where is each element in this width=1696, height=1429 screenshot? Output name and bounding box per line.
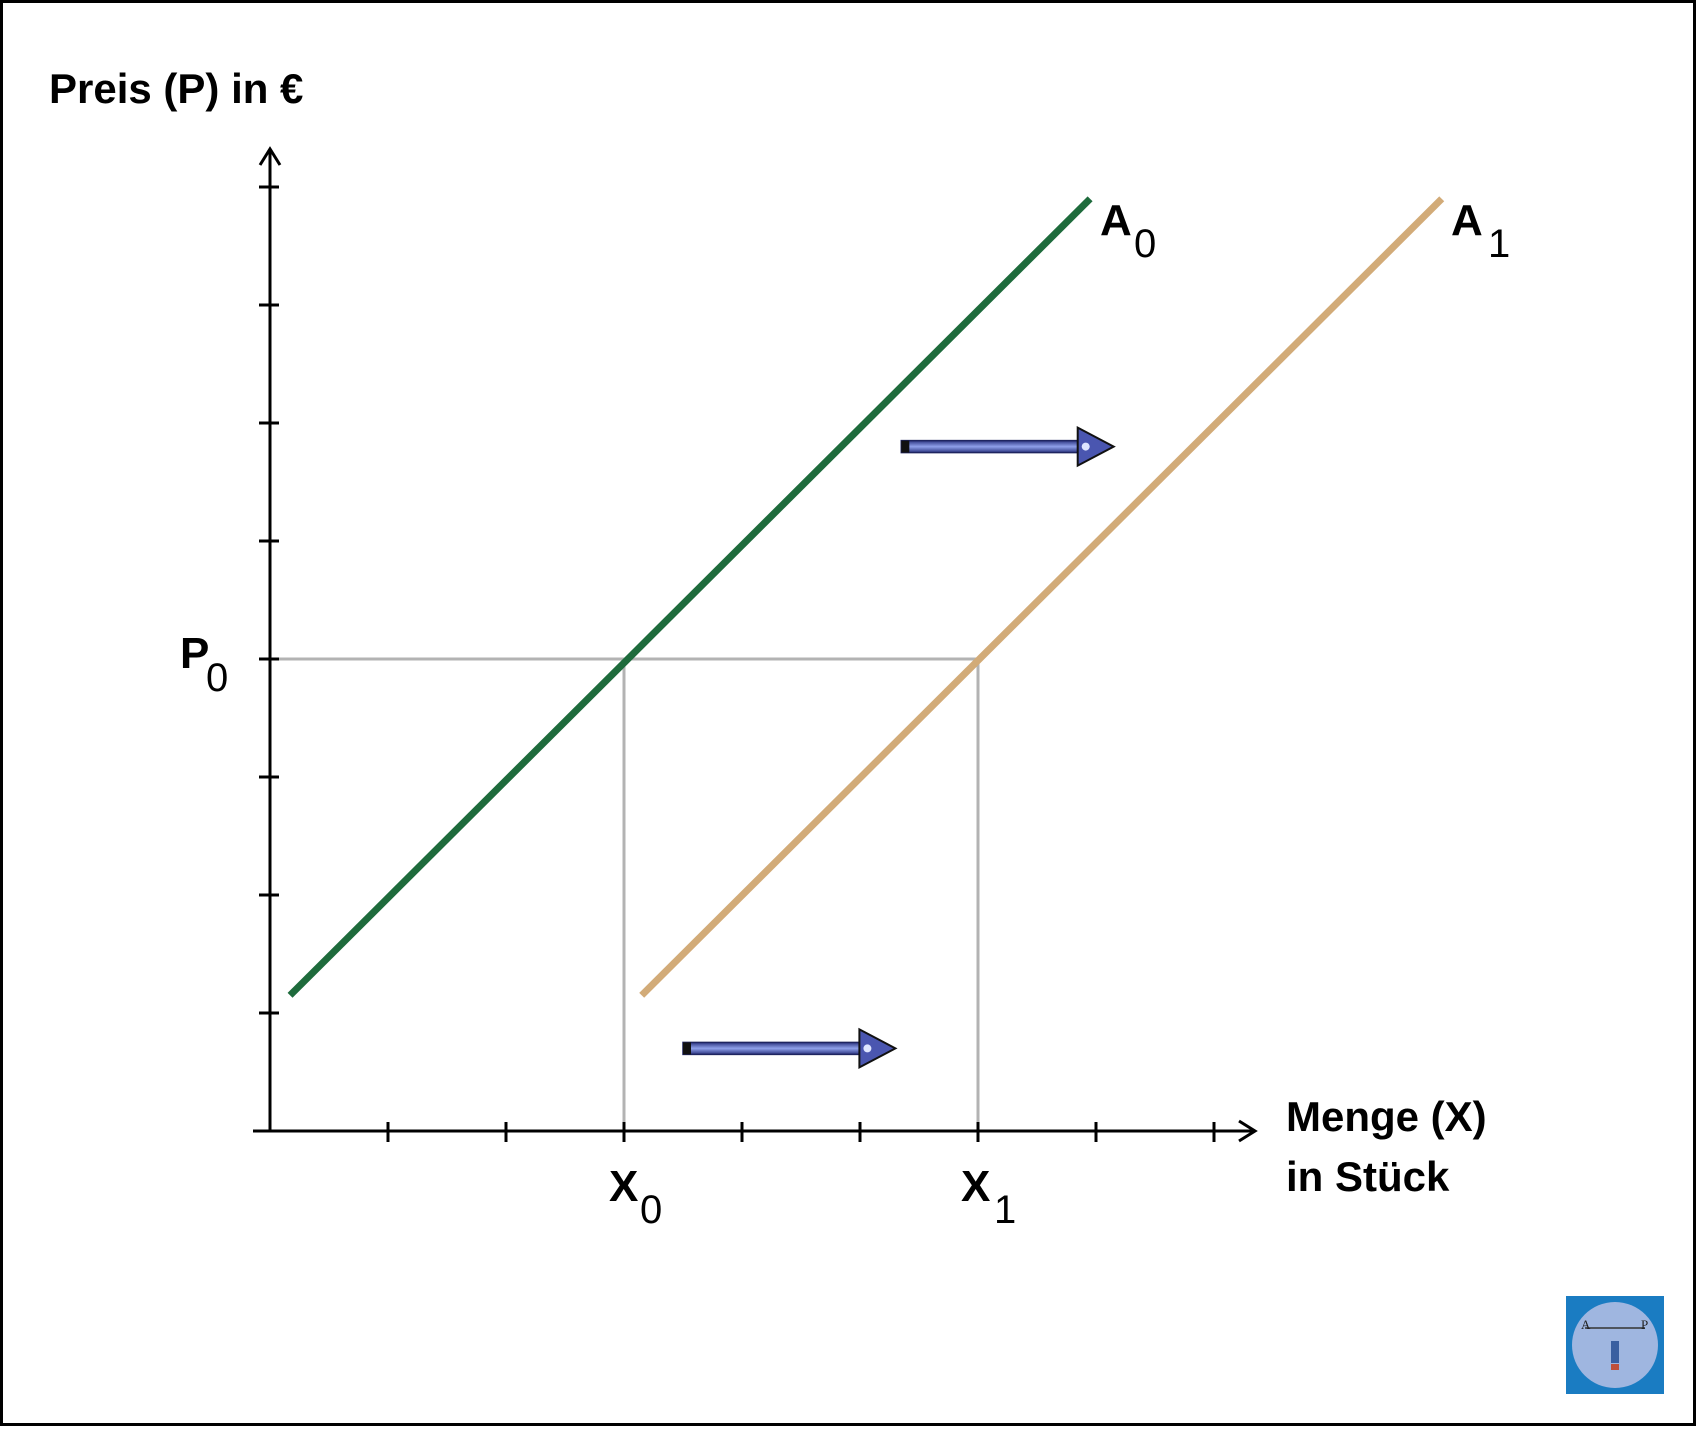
series-a1-line <box>639 196 1445 998</box>
shift-arrow-shaft <box>900 439 1079 454</box>
logo-letter-p: P <box>1641 1317 1648 1332</box>
series-a1-label-sub: 1 <box>1488 222 1510 266</box>
p0-label: P 0 <box>180 629 228 700</box>
x-axis-label-line-2: in Stück <box>1286 1153 1450 1200</box>
shift-arrow-tail <box>901 440 910 453</box>
shift-arrows <box>682 425 1116 1070</box>
shift-arrow-highlight <box>863 1044 872 1053</box>
x1-label-main: X <box>961 1162 990 1211</box>
supply-shift-chart: Preis (P) in € Menge (X) in Stück P 0 X … <box>49 65 1664 1394</box>
series-a1-label: A 1 <box>1451 196 1510 266</box>
p0-label-sub: 0 <box>206 656 228 700</box>
logo-figure <box>1611 1341 1619 1363</box>
p0-label-main: P <box>180 629 209 678</box>
shift-arrow-head <box>858 1027 898 1070</box>
logo-letter-a: A <box>1581 1317 1591 1332</box>
y-axis-arrowhead <box>258 146 282 166</box>
x1-label: X 1 <box>961 1162 1016 1232</box>
shift-arrow-1 <box>900 425 1116 468</box>
shift-arrow-shaft <box>682 1041 861 1056</box>
x0-label-main: X <box>609 1162 638 1211</box>
shift-arrow-head <box>1076 425 1116 468</box>
x0-label-sub: 0 <box>640 1188 662 1232</box>
series-a0-label-main: A <box>1100 196 1132 245</box>
axes <box>253 146 1258 1143</box>
series-a0-line <box>287 196 1093 998</box>
shift-arrow-2 <box>682 1027 898 1070</box>
x0-label: X 0 <box>609 1162 662 1232</box>
logo-figure-base <box>1611 1364 1619 1370</box>
shift-arrow-tail <box>683 1042 691 1055</box>
series-lines <box>287 196 1445 998</box>
series-a1-label-main: A <box>1451 196 1483 245</box>
shift-arrow-highlight <box>1081 442 1090 451</box>
x-axis-label-line-1: Menge (X) <box>1286 1093 1487 1140</box>
logo-badge: A P <box>1566 1296 1664 1394</box>
x-axis-arrowhead <box>1238 1119 1258 1143</box>
series-a0-label-sub: 0 <box>1134 222 1156 266</box>
axis-ticks <box>259 185 1216 1142</box>
series-a0-label: A 0 <box>1100 196 1156 266</box>
x1-label-sub: 1 <box>994 1188 1016 1232</box>
y-axis-label: Preis (P) in € <box>49 65 303 112</box>
